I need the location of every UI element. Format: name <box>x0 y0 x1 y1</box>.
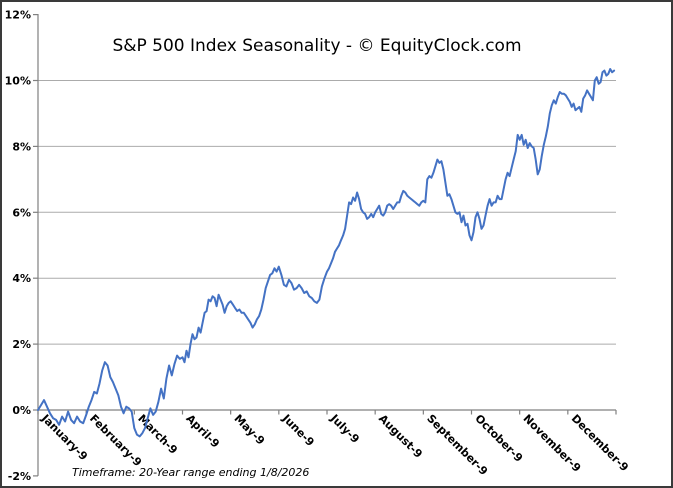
seasonality-line <box>37 68 616 438</box>
x-axis-label: October-9 <box>472 412 525 465</box>
y-axis-label: 10% <box>5 75 31 88</box>
timeframe-note: Timeframe: 20-Year range ending 1/8/2026 <box>72 466 310 479</box>
x-axis-label: August-9 <box>376 412 425 461</box>
y-axis-label: -2% <box>8 470 31 483</box>
y-axis-label: 4% <box>12 272 31 285</box>
chart-title: S&P 500 Index Seasonality - © EquityCloc… <box>112 36 522 56</box>
y-axis-label: 12% <box>5 9 31 22</box>
y-axis-label: 8% <box>12 140 31 153</box>
x-axis-label: May-9 <box>232 412 268 448</box>
x-axis-label: July-9 <box>327 411 362 446</box>
y-axis-label: 2% <box>12 338 31 351</box>
y-axis-label: 6% <box>12 206 31 219</box>
x-axis-label: April-9 <box>183 412 222 451</box>
y-axis-label: 0% <box>12 404 31 417</box>
x-axis-label: June-9 <box>279 411 317 449</box>
